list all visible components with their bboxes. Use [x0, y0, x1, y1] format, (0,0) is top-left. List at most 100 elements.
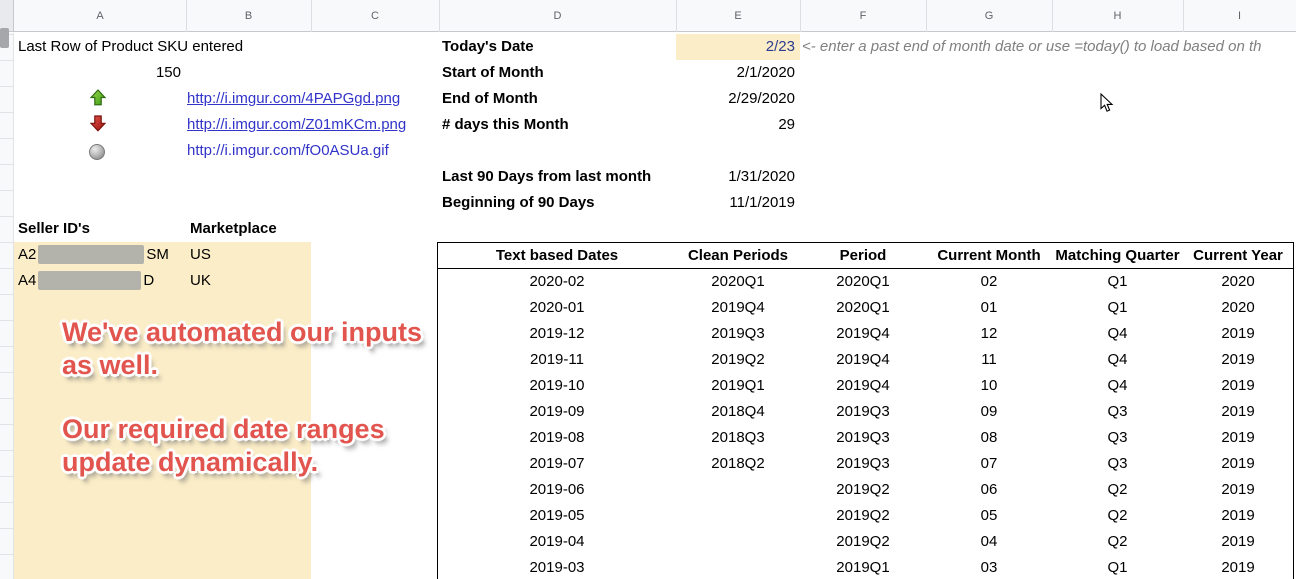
table-cell[interactable]: 10	[980, 377, 998, 394]
table-cell[interactable]: 03	[980, 559, 998, 576]
table-cell[interactable]: 2019	[1221, 403, 1255, 420]
scroll-thumb[interactable]	[0, 28, 9, 48]
cell-days-this-month-label[interactable]: # days this Month	[442, 116, 569, 133]
table-cell[interactable]: 2020-01	[529, 299, 585, 316]
table-cell[interactable]: 04	[980, 533, 998, 550]
table-cell[interactable]	[676, 529, 800, 555]
column-header-e[interactable]: E	[734, 10, 742, 22]
table-cell[interactable]: Q1	[1107, 559, 1128, 576]
cell-seller-ids-header[interactable]: Seller ID's	[18, 220, 90, 237]
column-header-g[interactable]: G	[984, 10, 994, 22]
table-cell[interactable]: 08	[980, 429, 998, 446]
table-header-clean-periods[interactable]: Clean Periods	[687, 247, 789, 264]
table-cell[interactable]: 07	[980, 455, 998, 472]
table-cell[interactable]: 2019-06	[529, 481, 585, 498]
table-cell[interactable]: 2020Q1	[836, 273, 890, 290]
table-cell[interactable]: Q4	[1107, 325, 1128, 342]
cell-days-this-month-value[interactable]: 29	[778, 116, 795, 133]
table-cell[interactable]: 11	[981, 351, 997, 368]
table-cell[interactable]: Q4	[1107, 377, 1128, 394]
cell-end-of-month-value[interactable]: 2/29/2020	[728, 90, 795, 107]
table-cell[interactable]: 2019-11	[530, 351, 584, 368]
table-cell[interactable]: 2019Q1	[711, 377, 765, 394]
table-cell[interactable]: 2019-09	[529, 403, 585, 420]
table-header-current-month[interactable]: Current Month	[937, 247, 1041, 264]
column-header-d[interactable]: D	[553, 10, 562, 22]
table-cell[interactable]: Q1	[1107, 299, 1128, 316]
table-cell[interactable]: 2019Q3	[836, 455, 890, 472]
table-cell[interactable]: Q4	[1107, 351, 1128, 368]
table-cell[interactable]	[676, 503, 800, 529]
table-cell[interactable]: 2019	[1221, 325, 1255, 342]
column-header-c[interactable]: C	[371, 10, 379, 22]
cell-beginning-90-days-value[interactable]: 11/1/2019	[729, 194, 795, 211]
table-cell[interactable]: 2019Q4	[711, 299, 765, 316]
cell-last-90-days-value[interactable]: 1/31/2020	[728, 168, 795, 185]
table-header-text-based-dates[interactable]: Text based Dates	[495, 247, 619, 264]
table-cell[interactable]: 2018Q4	[711, 403, 765, 420]
table-header-matching-quarter[interactable]: Matching Quarter	[1055, 247, 1180, 264]
table-header-current-year[interactable]: Current Year	[1193, 247, 1283, 264]
cell-marketplace-1[interactable]: US	[190, 246, 211, 263]
table-cell[interactable]: 2019	[1221, 377, 1255, 394]
table-cell[interactable]: Q3	[1107, 403, 1128, 420]
cell-hint-note[interactable]: <- enter a past end of month date or use…	[802, 38, 1262, 55]
cell-seller-id-2[interactable]: A4 D	[18, 268, 154, 294]
table-cell[interactable]: 2019Q4	[836, 351, 890, 368]
table-cell[interactable]: 2019	[1221, 455, 1255, 472]
table-cell[interactable]: Q2	[1107, 481, 1128, 498]
table-cell[interactable]: 2019-10	[529, 377, 585, 394]
cell-todays-date-value[interactable]: 2/23	[765, 38, 795, 55]
table-cell[interactable]: 2019-04	[529, 533, 585, 550]
table-cell[interactable]: 02	[980, 273, 998, 290]
table-cell[interactable]: 2020	[1221, 299, 1255, 316]
table-cell[interactable]: 2019Q4	[836, 325, 890, 342]
imgur-link-sphere[interactable]: http://i.imgur.com/fO0ASUa.gif	[187, 142, 389, 159]
cell-last-90-days-label[interactable]: Last 90 Days from last month	[442, 168, 652, 185]
cell-seller-id-1[interactable]: A2 SM	[18, 242, 169, 268]
table-cell[interactable]: 2019Q2	[711, 351, 765, 368]
table-cell[interactable]: 2019	[1221, 429, 1255, 446]
table-cell[interactable]: 2019-12	[529, 325, 585, 342]
table-cell[interactable]: Q1	[1107, 273, 1128, 290]
table-cell[interactable]: 2019Q1	[836, 559, 890, 576]
table-cell[interactable]: 2019-08	[529, 429, 585, 446]
cell-todays-date-label[interactable]: Today's Date	[442, 38, 534, 55]
table-cell[interactable]: 2019-03	[529, 559, 585, 576]
table-cell[interactable]: Q3	[1107, 455, 1128, 472]
cell-end-of-month-label[interactable]: End of Month	[442, 90, 538, 107]
cell-marketplace-2[interactable]: UK	[190, 272, 211, 289]
column-header-f[interactable]: F	[859, 10, 867, 22]
cell-sku-count[interactable]: 150	[155, 64, 181, 81]
table-cell[interactable]: 2019	[1221, 481, 1255, 498]
column-header-h[interactable]: H	[1113, 10, 1122, 22]
table-cell[interactable]: 2019	[1221, 351, 1255, 368]
table-cell[interactable]: 2019	[1221, 559, 1255, 576]
table-cell[interactable]: Q2	[1107, 533, 1128, 550]
table-cell[interactable]: 2019Q3	[836, 429, 890, 446]
table-cell[interactable]: 2019Q2	[836, 481, 890, 498]
table-cell[interactable]: 01	[980, 299, 998, 316]
highlighted-cell-e1[interactable]	[676, 34, 800, 60]
table-cell[interactable]: 2019-05	[529, 507, 585, 524]
cell-marketplace-header[interactable]: Marketplace	[190, 220, 277, 237]
table-cell[interactable]: 09	[980, 403, 998, 420]
table-cell[interactable]: 06	[980, 481, 998, 498]
table-cell[interactable]: Q2	[1107, 507, 1128, 524]
table-cell[interactable]	[676, 555, 800, 579]
column-header-i[interactable]: I	[1237, 10, 1242, 22]
cell-beginning-90-days-label[interactable]: Beginning of 90 Days	[442, 194, 595, 211]
table-cell[interactable]: 2020Q1	[711, 273, 765, 290]
table-cell[interactable]: 2019Q3	[836, 403, 890, 420]
table-cell[interactable]: 2019	[1221, 507, 1255, 524]
table-cell[interactable]: Q3	[1107, 429, 1128, 446]
imgur-link-up-arrow[interactable]: http://i.imgur.com/4PAPGgd.png	[187, 90, 401, 107]
table-cell[interactable]: 2019-07	[529, 455, 585, 472]
table-cell[interactable]: 2020-02	[529, 273, 585, 290]
table-header-period[interactable]: Period	[839, 247, 887, 264]
cell-start-of-month-label[interactable]: Start of Month	[442, 64, 544, 81]
table-cell[interactable]: 2018Q2	[711, 455, 765, 472]
table-cell[interactable]: 2019Q2	[836, 533, 890, 550]
table-cell[interactable]: 12	[980, 325, 998, 342]
table-cell[interactable]: 2018Q3	[711, 429, 765, 446]
